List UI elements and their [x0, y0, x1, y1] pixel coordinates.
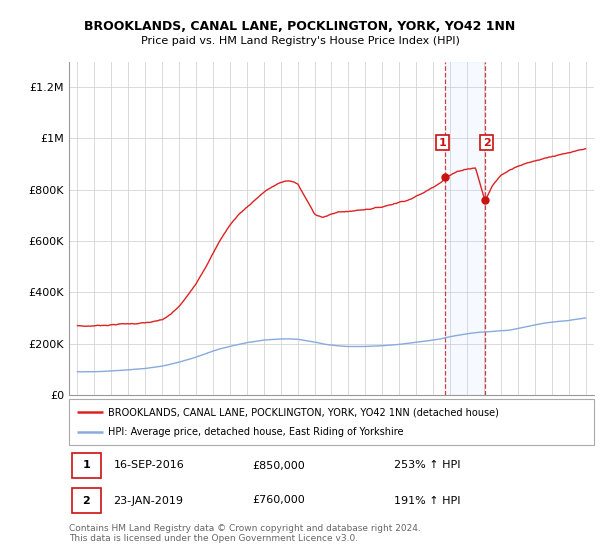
- FancyBboxPatch shape: [71, 453, 101, 478]
- Text: 2: 2: [82, 496, 90, 506]
- Text: HPI: Average price, detached house, East Riding of Yorkshire: HPI: Average price, detached house, East…: [109, 427, 404, 437]
- Text: BROOKLANDS, CANAL LANE, POCKLINGTON, YORK, YO42 1NN: BROOKLANDS, CANAL LANE, POCKLINGTON, YOR…: [85, 20, 515, 32]
- Text: 253% ↑ HPI: 253% ↑ HPI: [395, 460, 461, 470]
- Text: Price paid vs. HM Land Registry's House Price Index (HPI): Price paid vs. HM Land Registry's House …: [140, 36, 460, 46]
- Text: £850,000: £850,000: [253, 460, 305, 470]
- Bar: [445, 62, 485, 395]
- Text: 1: 1: [439, 138, 446, 148]
- Text: BROOKLANDS, CANAL LANE, POCKLINGTON, YORK, YO42 1NN (detached house): BROOKLANDS, CANAL LANE, POCKLINGTON, YOR…: [109, 407, 499, 417]
- Text: Contains HM Land Registry data © Crown copyright and database right 2024.
This d: Contains HM Land Registry data © Crown c…: [69, 524, 421, 543]
- Text: 1: 1: [82, 460, 90, 470]
- Text: 2: 2: [483, 138, 491, 148]
- Text: 23-JAN-2019: 23-JAN-2019: [113, 496, 184, 506]
- Text: £760,000: £760,000: [253, 496, 305, 506]
- Text: 16-SEP-2016: 16-SEP-2016: [113, 460, 184, 470]
- Text: 191% ↑ HPI: 191% ↑ HPI: [395, 496, 461, 506]
- FancyBboxPatch shape: [71, 488, 101, 513]
